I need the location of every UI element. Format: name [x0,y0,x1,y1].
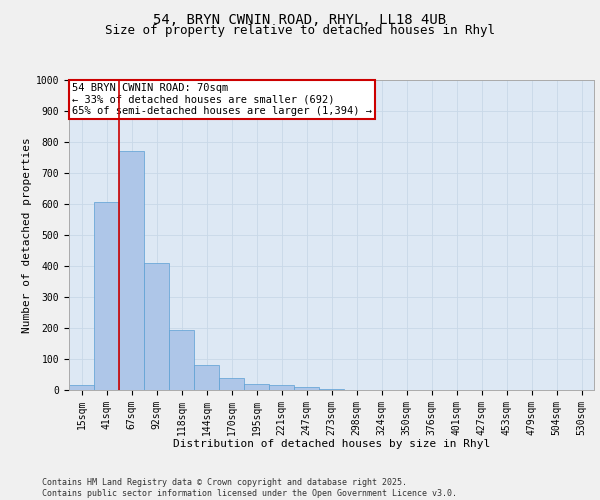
Bar [144,263,169,390]
Bar [69,386,94,390]
Bar [294,387,319,390]
X-axis label: Distribution of detached houses by size in Rhyl: Distribution of detached houses by size … [173,439,490,449]
Bar [319,389,344,390]
Y-axis label: Number of detached properties: Number of detached properties [22,137,32,333]
Bar [169,330,194,390]
Text: 54, BRYN CWNIN ROAD, RHYL, LL18 4UB: 54, BRYN CWNIN ROAD, RHYL, LL18 4UB [154,12,446,26]
Text: 54 BRYN CWNIN ROAD: 70sqm
← 33% of detached houses are smaller (692)
65% of semi: 54 BRYN CWNIN ROAD: 70sqm ← 33% of detac… [71,83,371,116]
Bar [194,365,219,390]
Bar [269,386,294,390]
Text: Contains HM Land Registry data © Crown copyright and database right 2025.
Contai: Contains HM Land Registry data © Crown c… [42,478,457,498]
Bar [94,202,119,390]
Text: Size of property relative to detached houses in Rhyl: Size of property relative to detached ho… [105,24,495,37]
Bar [219,378,244,390]
Bar [244,384,269,390]
Bar [119,152,144,390]
